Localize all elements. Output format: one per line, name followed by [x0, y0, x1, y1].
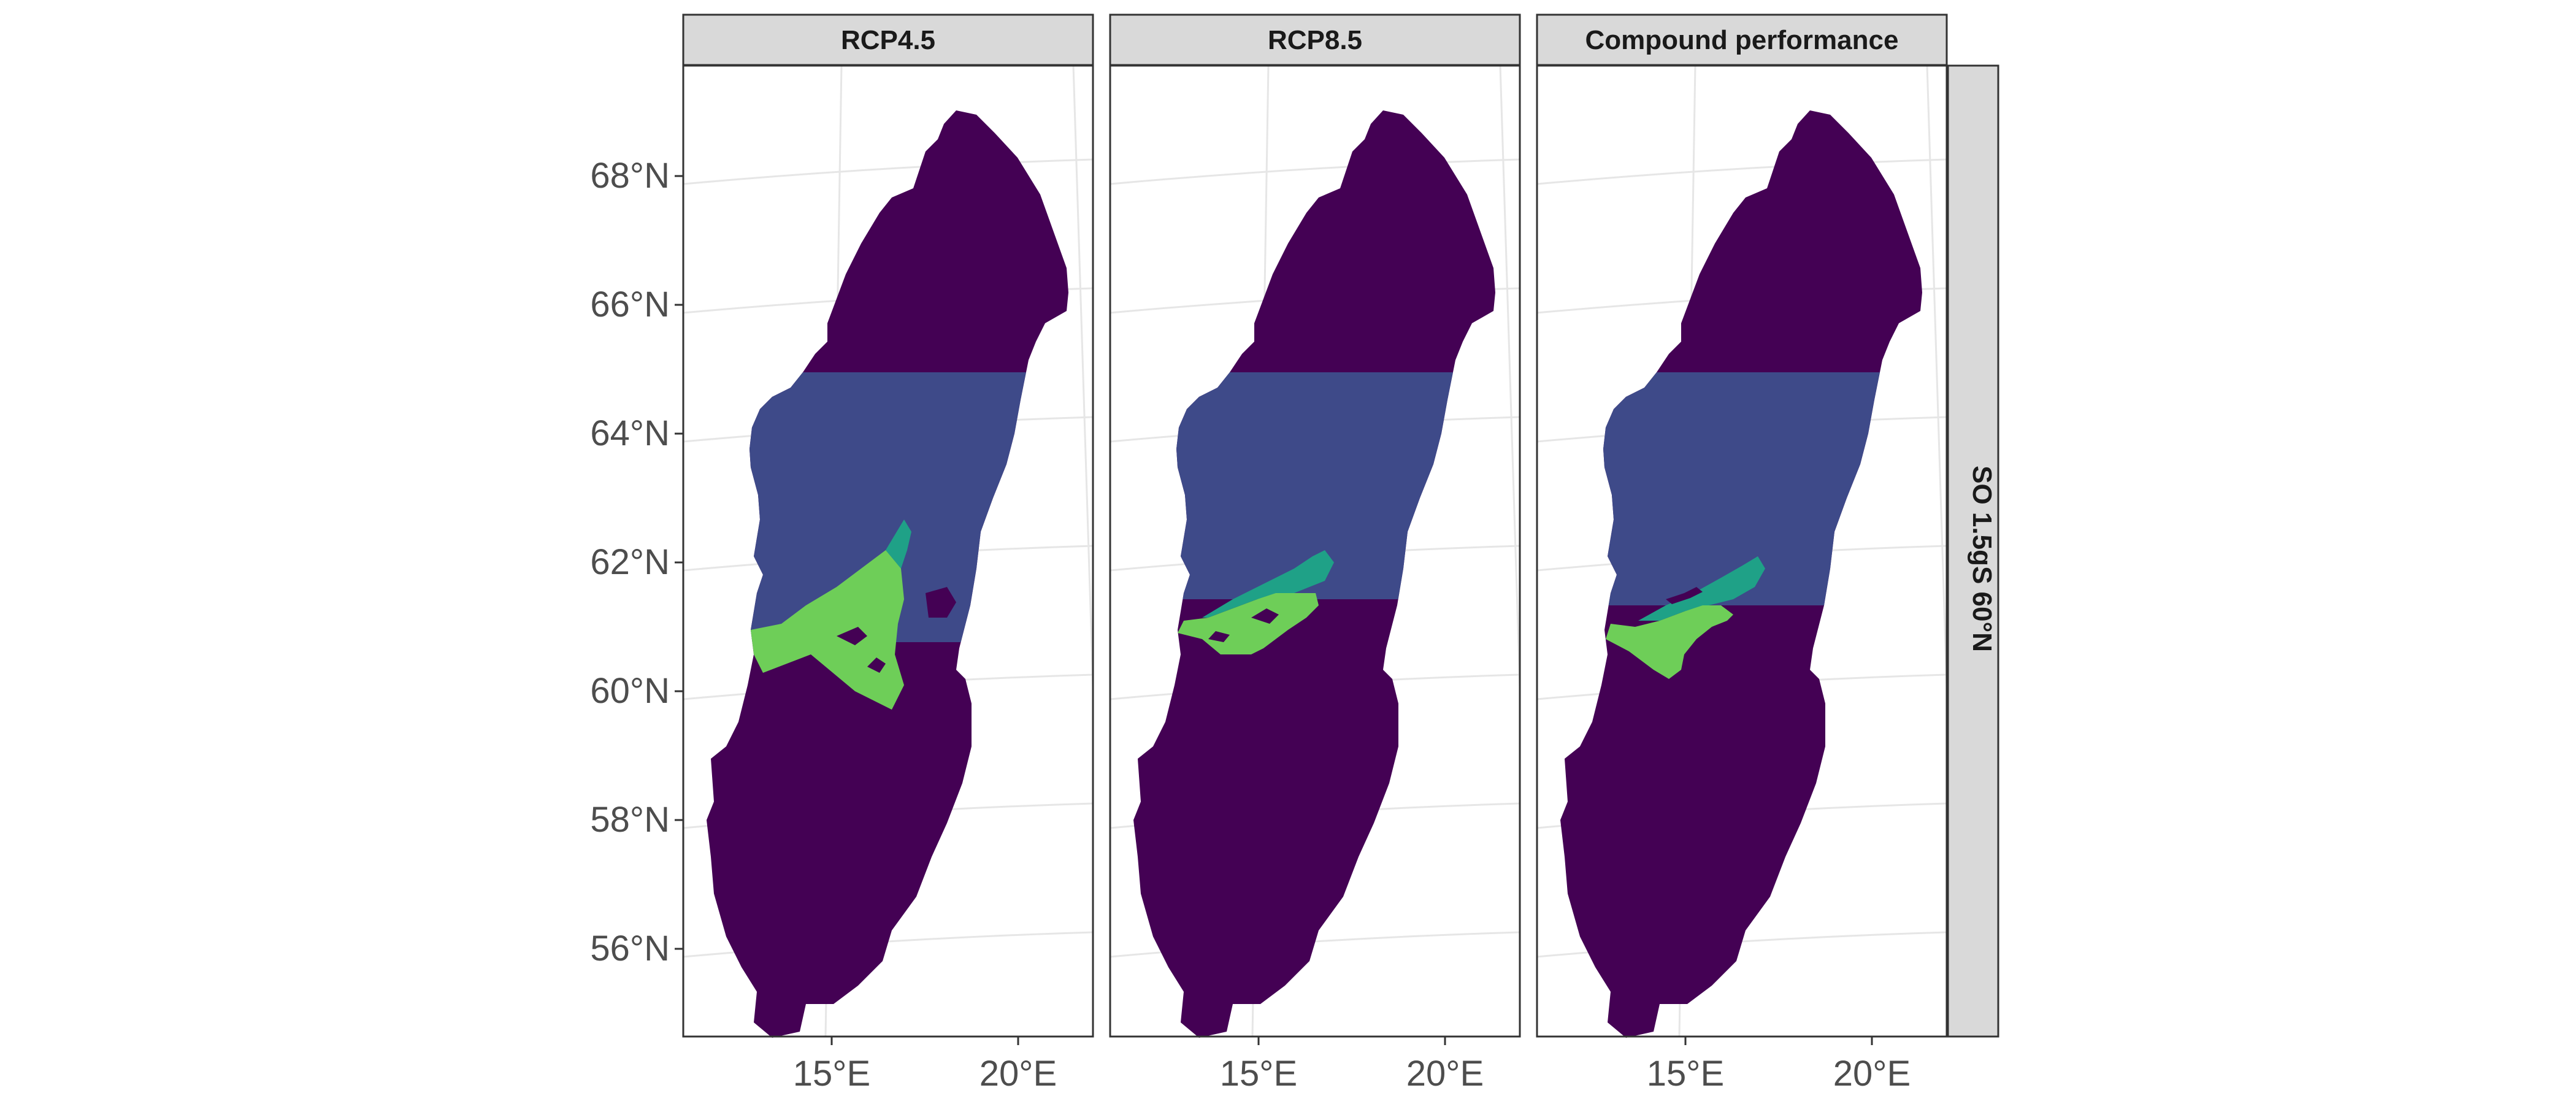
y-tick-label: 58°N: [590, 800, 670, 840]
y-tick-label: 64°N: [590, 413, 670, 453]
x-axis-panel-1: 15°E 20°E: [793, 1037, 1057, 1094]
strip-rcp45: [682, 13, 1094, 66]
coastal-patch: [926, 587, 956, 618]
x-axis-panel-2: 15°E 20°E: [1220, 1037, 1484, 1094]
x-tick-label: 15°E: [793, 1054, 870, 1094]
strip-compound: [1536, 13, 1948, 66]
panel-title: RCP8.5: [1268, 25, 1362, 55]
lake-patches: [837, 627, 886, 673]
y-tick-label: 56°N: [590, 929, 670, 968]
row-strip: SO 1.5gS 60°N: [1947, 64, 1999, 1038]
panel-compound: Compound performance: [1536, 13, 1948, 1038]
row-strip-label: SO 1.5gS 60°N: [1967, 466, 1997, 652]
panel-title: RCP4.5: [841, 25, 935, 55]
y-tick-label: 60°N: [590, 671, 670, 711]
x-tick-label: 20°E: [1406, 1054, 1484, 1094]
panel-title: Compound performance: [1585, 25, 1899, 55]
x-tick-label: 20°E: [979, 1054, 1057, 1094]
x-tick-label: 15°E: [1220, 1054, 1297, 1094]
row-strip-background: [1947, 64, 1999, 1038]
panel-border: [1109, 64, 1521, 1038]
sweden-map-rcp85: [1133, 110, 1495, 1038]
y-axis: 68°N 66°N 64°N 62°N 60°N 58°N 56°N: [590, 156, 683, 968]
lake-patches: [1208, 608, 1279, 642]
x-tick-label: 15°E: [1647, 1054, 1724, 1094]
y-tick-label: 62°N: [590, 542, 670, 582]
y-tick-label: 68°N: [590, 156, 670, 196]
y-tick-label: 66°N: [590, 285, 670, 324]
panel-rcp45: RCP4.5: [682, 13, 1094, 1038]
panel-border: [682, 64, 1094, 1038]
panel-border: [1536, 64, 1948, 1038]
x-tick-label: 20°E: [1833, 1054, 1911, 1094]
panel-rcp85: RCP8.5: [1109, 13, 1521, 1038]
sweden-map-rcp45: [707, 110, 1068, 1038]
x-axis-panel-3: 15°E 20°E: [1647, 1037, 1911, 1094]
strip-rcp85: [1109, 13, 1521, 66]
